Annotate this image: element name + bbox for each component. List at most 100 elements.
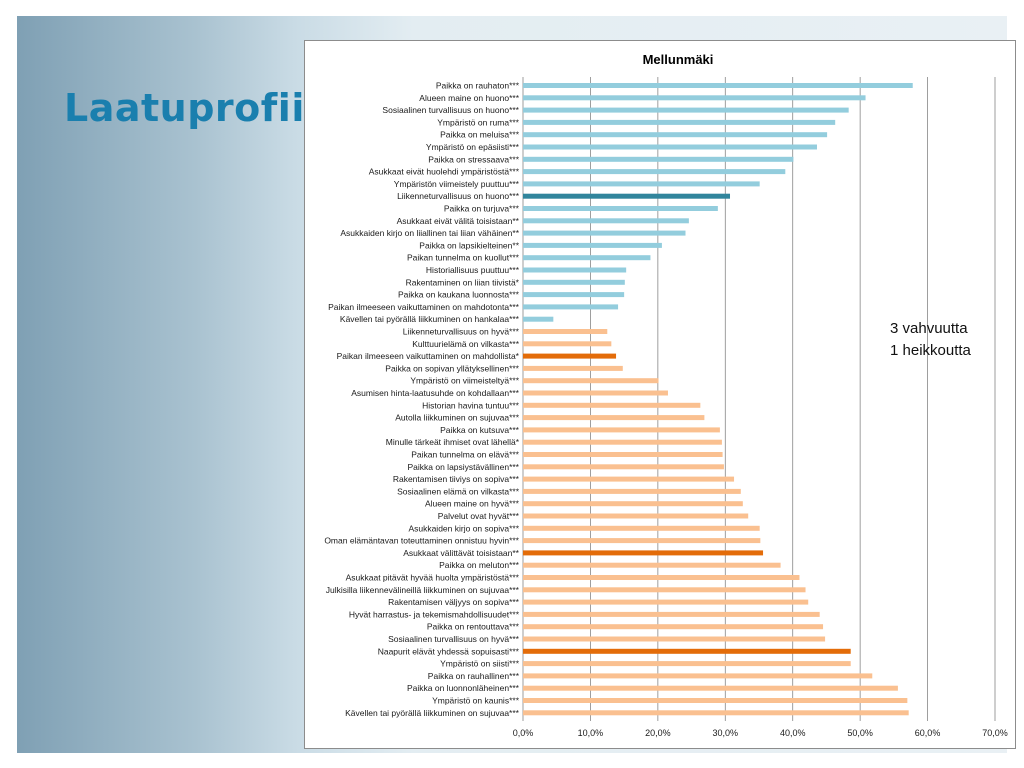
chart-annotation: 3 vahvuutta 1 heikkoutta xyxy=(890,318,971,362)
bar xyxy=(523,685,898,691)
chart-x-tick-labels: 0,0% 10,0% 20,0% 30,0% 40,0% 50,0% 60,0% 70,0% xyxy=(513,728,1008,738)
chart-category-labels: Paikka on rauhaton*** Alueen maine on huo… xyxy=(324,81,519,718)
annotation-weaknesses: 1 heikkoutta xyxy=(890,342,971,359)
bar xyxy=(523,710,909,716)
category-label: Paikka on meluton*** xyxy=(439,560,520,570)
bar xyxy=(523,107,849,113)
bar xyxy=(523,230,686,236)
slide-title: Laatuprofiili xyxy=(64,86,332,130)
bar xyxy=(523,316,554,322)
category-label: Ympäristö on viimeisteltyä*** xyxy=(410,376,519,386)
bar xyxy=(523,427,720,433)
category-label: Paikan tunnelma on kuollut*** xyxy=(407,253,520,263)
x-tick-label: 40,0% xyxy=(780,728,806,738)
bar xyxy=(523,452,723,457)
bar xyxy=(523,119,836,125)
chart-container: Mellunmäki Paikka on rauhaton*** Alueen m… xyxy=(304,40,1016,749)
bar xyxy=(523,476,735,482)
bar xyxy=(523,156,794,162)
category-label: Asukkaiden kirjo on liiallinen tai liian… xyxy=(340,228,519,238)
bar xyxy=(523,132,828,138)
category-label: Oman elämäntavan toteuttaminen onnistuu … xyxy=(324,536,519,546)
category-label: Rakentaminen on liian tiivistä* xyxy=(406,277,520,287)
category-label: Paikka on lapsiystävällinen*** xyxy=(407,462,519,472)
category-label: Asukkaat eivät huolehdi ympäristöstä*** xyxy=(369,167,520,177)
category-label: Ympäristön viimeistely puuttuu*** xyxy=(394,179,520,189)
category-label: Ympäristö on ruma*** xyxy=(437,117,519,127)
bar xyxy=(523,636,826,642)
category-label: Historian havina tuntuu*** xyxy=(422,400,520,410)
bar xyxy=(523,464,724,470)
annotation-strengths: 3 vahvuutta xyxy=(890,320,968,337)
bar xyxy=(523,181,760,187)
category-label: Asukkaat välittävät toisistaan** xyxy=(403,548,519,558)
bar xyxy=(523,501,743,507)
category-label: Paikka on kaukana luonnosta*** xyxy=(398,290,520,300)
category-label: Paikka on kutsuva*** xyxy=(440,425,520,435)
category-label: Autolla liikkuminen on sujuvaa*** xyxy=(395,413,519,423)
category-label: Paikka on rauhallinen*** xyxy=(428,671,520,681)
bar xyxy=(523,562,781,568)
bar xyxy=(523,95,866,101)
category-label: Kävellen tai pyörällä liikkuminen on han… xyxy=(340,314,520,324)
category-label: Rakentamisen tiiviys on sopiva*** xyxy=(393,474,520,484)
category-label: Paikka on rentouttava*** xyxy=(427,622,520,632)
bar xyxy=(523,353,617,359)
category-label: Kävellen tai pyörällä liikkuminen on suj… xyxy=(345,708,520,718)
bar xyxy=(523,365,623,371)
category-label: Sosiaalinen turvallisuus on huono*** xyxy=(382,105,519,115)
bar xyxy=(523,341,612,347)
bar xyxy=(523,304,619,310)
category-label: Paikka on rauhaton*** xyxy=(436,81,520,91)
category-label: Paikka on turjuva*** xyxy=(444,204,520,214)
category-label: Historiallisuus puuttuu*** xyxy=(426,265,520,275)
category-label: Julkisilla liikennevälineillä liikkumine… xyxy=(326,585,520,595)
bar xyxy=(523,624,824,630)
bar xyxy=(523,673,873,679)
category-label: Asukkaat pitävät hyvää huolta ympäristös… xyxy=(346,573,520,583)
bar xyxy=(523,550,764,556)
bar xyxy=(523,206,718,211)
category-label: Liikenneturvallisuus on huono*** xyxy=(397,191,520,201)
slide-background: Laatuprofiili Mellunmäki Paikka on rauha… xyxy=(17,16,1016,753)
bar xyxy=(523,218,689,224)
x-tick-label: 70,0% xyxy=(982,728,1008,738)
bar xyxy=(523,525,760,531)
bar xyxy=(523,390,668,396)
category-label: Sosiaalinen elämä on vilkasta*** xyxy=(397,486,520,496)
bar xyxy=(523,439,722,445)
category-label: Ympäristö on kaunis*** xyxy=(432,696,520,706)
bar-chart: Mellunmäki Paikka on rauhaton*** Alueen m… xyxy=(324,52,1008,738)
category-label: Paikka on lapsikielteinen** xyxy=(419,240,519,250)
bar xyxy=(523,169,786,175)
bar xyxy=(523,611,820,617)
category-label: Ympäristö on siisti*** xyxy=(440,659,520,669)
category-label: Paikka on sopivan yllätyksellinen*** xyxy=(385,363,519,373)
bar xyxy=(523,538,761,544)
bar xyxy=(523,242,662,248)
bar xyxy=(523,279,625,285)
bar xyxy=(523,513,749,519)
x-tick-label: 20,0% xyxy=(645,728,671,738)
category-label: Alueen maine on huono*** xyxy=(419,93,519,103)
category-label: Hyvät harrastus- ja tekemismahdollisuude… xyxy=(349,609,520,619)
category-label: Asumisen hinta-laatusuhde on kohdallaan*… xyxy=(351,388,519,398)
category-label: Paikka on meluisa*** xyxy=(440,130,520,140)
category-label: Paikka on luonnonläheinen*** xyxy=(407,683,520,693)
x-tick-label: 50,0% xyxy=(847,728,873,738)
bar xyxy=(523,698,908,703)
bar xyxy=(523,144,817,150)
category-label: Alueen maine on hyvä*** xyxy=(425,499,520,509)
category-label: Rakentamisen väljyys on sopiva*** xyxy=(388,597,520,607)
bar xyxy=(523,378,659,384)
category-label: Naapurit elävät yhdessä sopuisasti*** xyxy=(378,646,520,656)
chart-title: Mellunmäki xyxy=(643,52,714,67)
x-tick-label: 60,0% xyxy=(915,728,941,738)
bar xyxy=(523,193,731,199)
bar xyxy=(523,488,741,494)
x-tick-label: 0,0% xyxy=(513,728,534,738)
bar xyxy=(523,587,806,593)
bar xyxy=(523,402,701,408)
bar xyxy=(523,255,651,261)
category-label: Ympäristö on epäsiisti*** xyxy=(426,142,520,152)
